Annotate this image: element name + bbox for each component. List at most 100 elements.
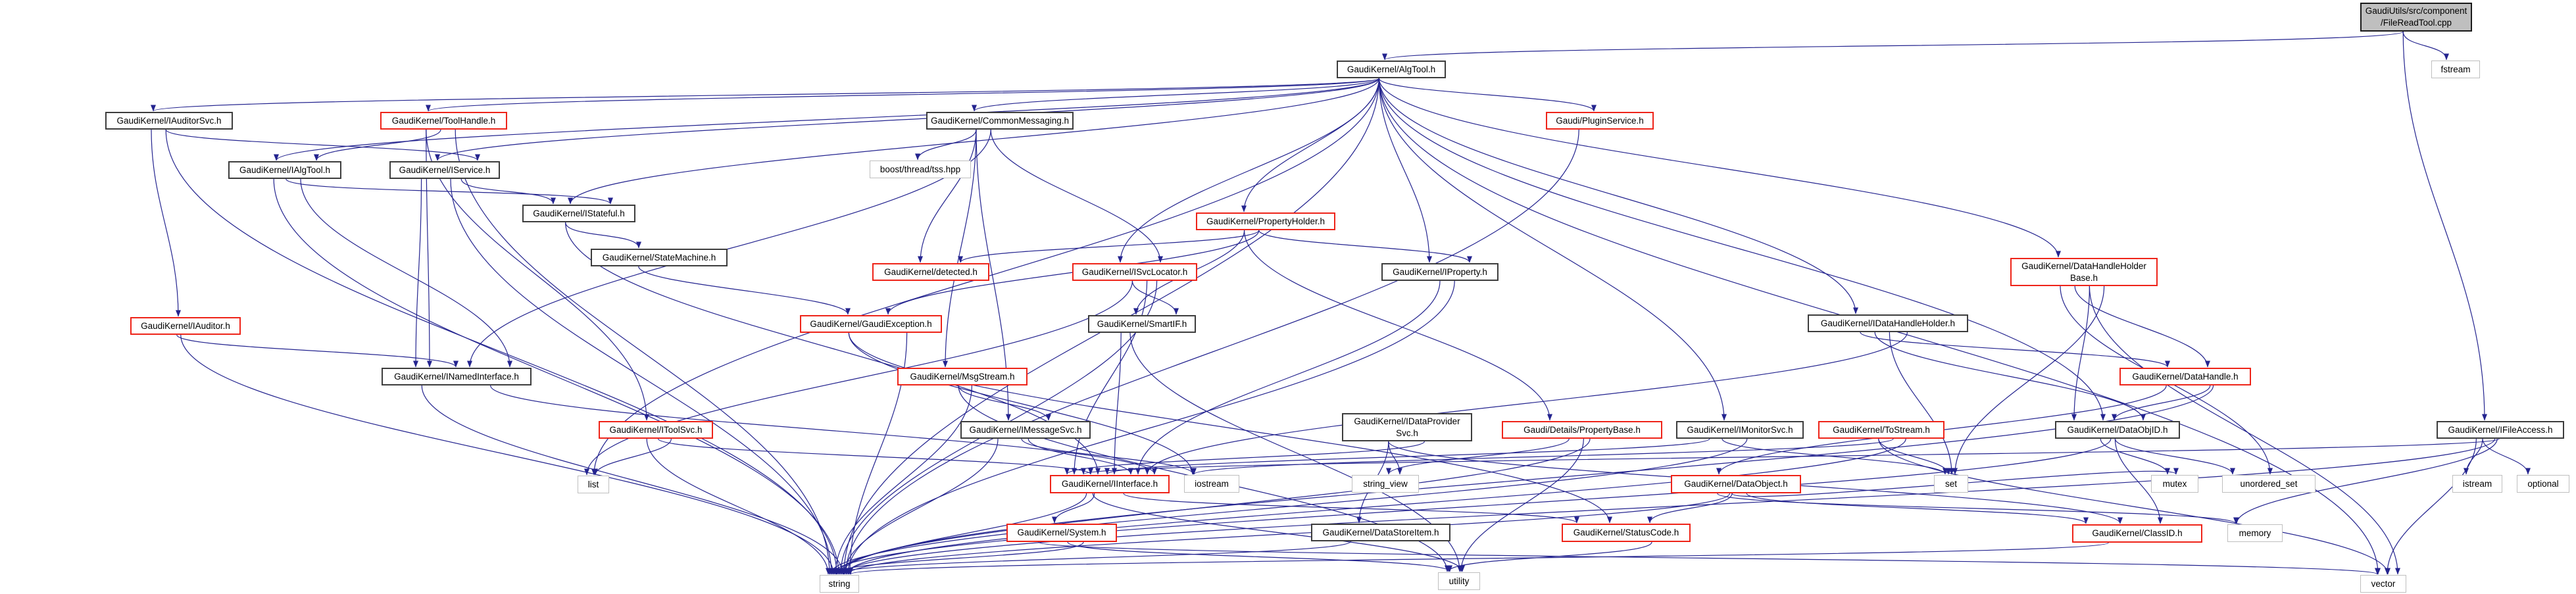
- node-dataobject[interactable]: GaudiKernel/DataObject.h: [1671, 475, 1801, 493]
- edge-system-to-string: [831, 541, 1084, 575]
- edge-statemachine-to-gaudiexception: [638, 266, 851, 315]
- edge-algtool-to-iproperty: [1378, 78, 1432, 263]
- node-memory[interactable]: memory: [2227, 524, 2283, 542]
- edge-idatahandleholder-to-iinterface: [1145, 332, 1908, 475]
- node-iostream[interactable]: iostream: [1184, 475, 1239, 493]
- edge-tostream-to-iostream: [1191, 438, 1894, 475]
- edge-commonmessaging-to-isvclocator: [990, 129, 1163, 263]
- node-fstream[interactable]: fstream: [2431, 61, 2480, 78]
- edge-datahandleholderbase-to-dataobjid: [2071, 285, 2090, 421]
- edge-system-to-vector: [1038, 541, 2380, 575]
- node-smartif[interactable]: GaudiKernel/SmartIF.h: [1088, 315, 1196, 333]
- node-iauditor[interactable]: GaudiKernel/IAuditor.h: [130, 317, 241, 335]
- edge-iauditor-to-inamedinterface: [176, 334, 458, 368]
- edge-idatahandleholder-to-datahandle: [1860, 332, 2170, 368]
- edge-propertybase-to-string: [835, 438, 1591, 575]
- edge-imonitorsvc-to-set: [1721, 438, 1948, 475]
- node-istream[interactable]: istream: [2452, 475, 2502, 493]
- edge-algtool-to-imonitorsvc: [1378, 78, 1727, 421]
- node-dataobjid[interactable]: GaudiKernel/DataObjID.h: [2055, 421, 2180, 439]
- node-unordered_set[interactable]: unordered_set: [2222, 475, 2316, 493]
- node-toolhandle[interactable]: GaudiKernel/ToolHandle.h: [380, 112, 507, 130]
- edge-algtool-to-iauditorsvc: [151, 78, 1379, 112]
- node-system[interactable]: GaudiKernel/System.h: [1006, 524, 1117, 542]
- edge-tostream-to-vector: [1878, 438, 2390, 575]
- edge-iauditorsvc-to-iservice: [165, 129, 480, 161]
- node-detected[interactable]: GaudiKernel/detected.h: [872, 263, 989, 281]
- node-msgstream[interactable]: GaudiKernel/MsgStream.h: [897, 368, 1028, 385]
- node-idatahandleholder[interactable]: GaudiKernel/IDataHandleHolder.h: [1808, 314, 1968, 332]
- edge-idataprovidersvc-to-iinterface: [1064, 441, 1425, 475]
- edge-propertyholder-to-iproperty: [1258, 230, 1472, 263]
- edge-iservice-to-istateful: [460, 178, 556, 205]
- node-idataprovidersvc[interactable]: GaudiKernel/IDataProvider Svc.h: [1342, 413, 1472, 441]
- node-ifileaccess[interactable]: GaudiKernel/IFileAccess.h: [2437, 421, 2564, 439]
- node-vector[interactable]: vector: [2360, 575, 2406, 593]
- node-iproperty[interactable]: GaudiKernel/IProperty.h: [1381, 263, 1499, 281]
- edge-imessagesvc-to-iinterface: [1028, 438, 1133, 475]
- node-statemachine[interactable]: GaudiKernel/StateMachine.h: [591, 249, 728, 266]
- edge-statuscode-to-utility: [1446, 541, 1652, 572]
- node-list[interactable]: list: [578, 476, 609, 493]
- node-tss[interactable]: boost/thread/tss.hpp: [870, 161, 971, 178]
- node-commonmessaging[interactable]: GaudiKernel/CommonMessaging.h: [926, 112, 1074, 130]
- edge-algtool-to-commonmessaging: [972, 78, 1379, 112]
- node-itoolsvc[interactable]: GaudiKernel/IToolSvc.h: [599, 421, 713, 439]
- edge-commonmessaging-to-tss: [915, 129, 977, 161]
- edge-algtool-to-istateful: [568, 78, 1379, 205]
- edge-propertyholder-to-detected: [958, 230, 1260, 263]
- edge-dataobjid-to-mutex: [2100, 438, 2170, 475]
- node-iservice[interactable]: GaudiKernel/IService.h: [389, 161, 500, 179]
- edge-isvclocator-to-smartif: [1131, 280, 1179, 315]
- node-gaudiexception[interactable]: GaudiKernel/GaudiException.h: [800, 315, 942, 333]
- edge-algtool-to-pluginservice: [1378, 78, 1597, 112]
- node-istateful[interactable]: GaudiKernel/IStateful.h: [522, 205, 635, 222]
- edge-idatahandleholder-to-dataobjid: [1874, 332, 2146, 421]
- edge-datahandle-to-dataobjid: [2112, 385, 2211, 421]
- node-classid[interactable]: GaudiKernel/ClassID.h: [2072, 524, 2202, 543]
- node-optional[interactable]: optional: [2517, 475, 2569, 493]
- edge-ifileaccess-to-istream: [2464, 438, 2483, 475]
- edge-algtool-to-toolhandle: [426, 78, 1379, 112]
- edge-msgstream-to-string: [833, 385, 972, 575]
- node-iinterface[interactable]: GaudiKernel/IInterface.h: [1050, 475, 1170, 493]
- node-algtool[interactable]: GaudiKernel/AlgTool.h: [1337, 61, 1446, 78]
- edge-datastoreitem-to-string: [833, 541, 1351, 575]
- edge-propertyholder-to-propertybase: [1244, 230, 1552, 421]
- edge-isvclocator-to-iinterface: [1072, 280, 1148, 475]
- node-propertyholder[interactable]: GaudiKernel/PropertyHolder.h: [1196, 212, 1335, 230]
- edge-inamedinterface-to-string: [421, 385, 845, 575]
- node-set[interactable]: set: [1934, 475, 1968, 493]
- edge-iauditorsvc-to-iauditor: [151, 129, 181, 317]
- edge-dataobjid-to-string: [830, 438, 2112, 575]
- edge-algtool-to-isvclocator: [1118, 78, 1379, 263]
- node-string[interactable]: string: [820, 575, 859, 593]
- node-imonitorsvc[interactable]: GaudiKernel/IMonitorSvc.h: [1676, 421, 1804, 439]
- edge-algtool-to-dataobjid: [1378, 78, 2106, 421]
- node-string_view[interactable]: string_view: [1352, 475, 1419, 493]
- edge-isvclocator-to-list: [584, 280, 1133, 476]
- node-utility[interactable]: utility: [1438, 572, 1480, 590]
- node-isvclocator[interactable]: GaudiKernel/ISvcLocator.h: [1072, 263, 1197, 281]
- edge-iinterface-to-statuscode: [1123, 493, 1579, 524]
- edge-datahandleholderbase-to-set: [1952, 285, 2105, 475]
- node-imessagesvc[interactable]: GaudiKernel/IMessageSvc.h: [960, 421, 1091, 439]
- node-statuscode[interactable]: GaudiKernel/StatusCode.h: [1562, 524, 1691, 542]
- edge-ifileaccess-to-vector: [2385, 438, 2477, 575]
- edge-dataobject-to-statuscode: [1647, 493, 1733, 524]
- node-tostream[interactable]: GaudiKernel/ToStream.h: [1818, 421, 1944, 439]
- node-root[interactable]: GaudiUtils/src/component /FileReadTool.c…: [2360, 3, 2472, 32]
- node-ialgtool[interactable]: GaudiKernel/IAlgTool.h: [228, 161, 341, 179]
- edge-algtool-to-iservice: [435, 78, 1379, 161]
- edge-idatahandleholder-to-set: [1889, 332, 1954, 475]
- node-iauditorsvc[interactable]: GaudiKernel/IAuditorSvc.h: [105, 112, 233, 130]
- node-datastoreitem[interactable]: GaudiKernel/DataStoreItem.h: [1311, 524, 1450, 541]
- node-inamedinterface[interactable]: GaudiKernel/INamedInterface.h: [382, 368, 532, 385]
- node-datahandleholderbase[interactable]: GaudiKernel/DataHandleHolder Base.h: [2010, 258, 2158, 286]
- node-mutex[interactable]: mutex: [2151, 475, 2198, 493]
- node-pluginservice[interactable]: Gaudi/PluginService.h: [1546, 112, 1654, 130]
- node-datahandle[interactable]: GaudiKernel/DataHandle.h: [2119, 368, 2251, 385]
- node-propertybase[interactable]: Gaudi/Details/PropertyBase.h: [1502, 421, 1662, 439]
